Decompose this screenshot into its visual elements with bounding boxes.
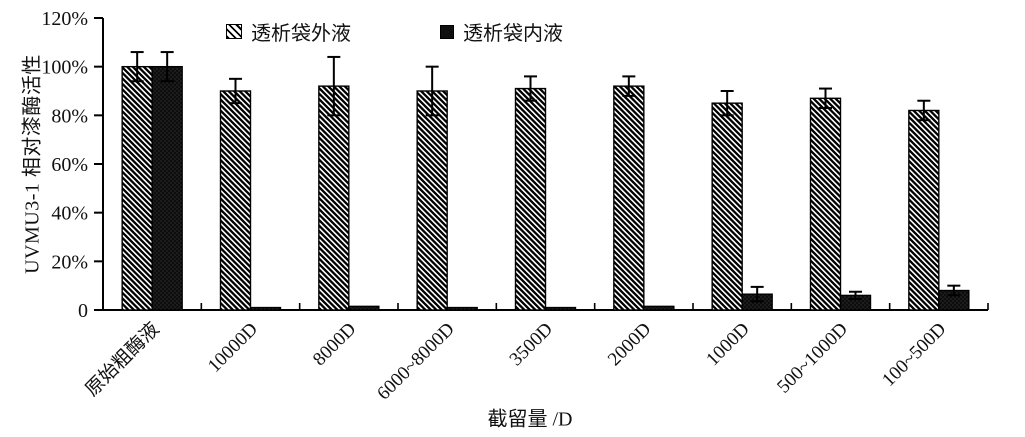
bar-outer-3 [416,90,448,311]
x-category-label-6: 1000D [702,319,753,370]
x-category-label-7: 500~1000D [773,319,852,398]
x-category-label-1: 10000D [204,319,262,377]
bar-inner-0 [151,65,183,311]
x-category-label-2: 8000D [309,319,360,370]
y-tick-label: 20% [51,251,88,273]
bar-outer-8 [908,109,940,311]
bar-outer-2 [318,85,350,311]
bar-outer-1 [219,90,252,311]
y-tick-label: 40% [51,203,88,225]
bar-inner-3 [446,306,478,311]
y-tick-label: 60% [51,154,88,176]
bar-outer-4 [514,87,547,311]
solid-black-swatch-icon [440,24,454,39]
bar-outer-7 [809,97,842,311]
y-tick-label: 80% [51,105,88,127]
legend-item-dialysis-inner: 透析袋内液 [440,17,563,46]
legend-item-dialysis-outer: 透析袋外液 [226,17,351,46]
y-tick-label: 100% [41,57,88,79]
x-category-label-0: 原始粗酶液 [81,318,164,401]
bar-outer-6 [711,102,743,311]
bar-inner-5 [643,305,675,311]
bar-outer-5 [613,85,645,311]
x-axis-title: 截留量 /D [487,408,573,431]
bar-inner-2 [348,305,380,311]
bar-inner-4 [544,306,577,311]
legend-label-outer: 透析袋外液 [251,23,351,45]
x-category-label-4: 3500D [506,319,557,370]
hatched-swatch-icon [226,24,242,39]
y-tick-label: 120% [41,8,88,30]
legend-label-inner: 透析袋内液 [463,23,563,45]
bar-inner-1 [249,306,282,311]
x-category-label-3: 6000~8000D [373,319,459,405]
x-category-label-5: 2000D [604,319,655,370]
y-axis-title: UVMU3-1 相对漆酶活性 [21,54,44,274]
bar-outer-0 [121,65,153,311]
y-tick-label: 0 [78,300,88,322]
x-category-label-8: 100~500D [878,319,950,391]
plot-area: 0 20% 40% 60% 80% 100% 120% 原始粗酶液 10000D 8000D 600… [41,8,989,405]
